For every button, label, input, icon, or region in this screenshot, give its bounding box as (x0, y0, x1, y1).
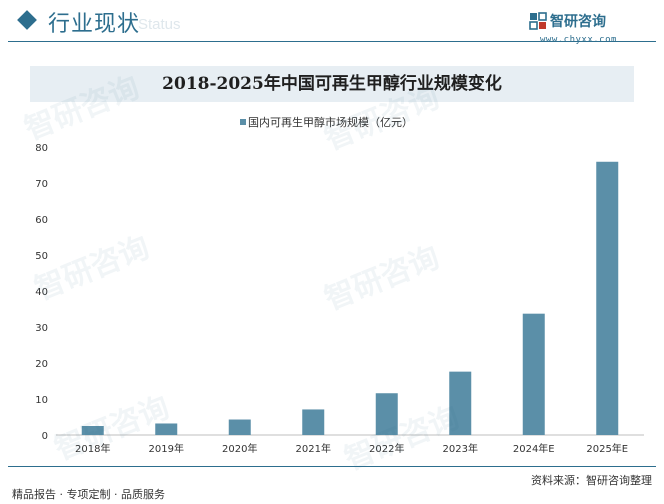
bar (228, 419, 251, 435)
footer-divider (8, 466, 656, 467)
page-header: 行业现状 Status 智研咨询 www.chyxx.com (0, 0, 664, 45)
x-tick-label: 2019年 (149, 442, 184, 455)
bar (596, 161, 619, 435)
y-tick-label: 80 (35, 143, 48, 154)
bar (302, 409, 325, 435)
footer-slogan: 精品报告 · 专项定制 · 品质服务 (12, 488, 165, 501)
y-tick-label: 50 (35, 251, 48, 262)
brand-name: 智研咨询 (550, 14, 606, 30)
chart-legend: 国内可再生甲醇市场规模（亿元） (240, 115, 413, 129)
brand-url: www.chyxx.com (540, 35, 617, 45)
bar (375, 393, 398, 435)
y-tick-label: 10 (35, 395, 48, 406)
legend-swatch (240, 119, 246, 125)
bar (522, 313, 545, 435)
y-tick-label: 20 (35, 359, 48, 370)
bar (449, 371, 472, 435)
chart-title-band: 2018-2025年中国可再生甲醇行业规模变化 (30, 66, 634, 102)
y-tick-label: 30 (35, 323, 48, 334)
y-axis: 0 10 20 30 40 50 60 70 80 (35, 143, 48, 442)
x-tick-label: 2024年E (513, 442, 555, 455)
footer-source: 资料来源：智研咨询整理 (531, 474, 652, 487)
brand-logo-icon (529, 12, 547, 30)
section-subtitle: Status (138, 16, 181, 33)
legend-label: 国内可再生甲醇市场规模（亿元） (248, 115, 413, 129)
x-tick-label: 2025年E (586, 442, 628, 455)
page-footer: 精品报告 · 专项定制 · 品质服务 资料来源：智研咨询整理 (0, 464, 664, 504)
x-axis: 2018年 2019年 2020年 2021年 2022年 2023年 2024年E 2025… (75, 442, 628, 455)
bar (81, 426, 104, 435)
header-divider (8, 41, 656, 42)
x-tick-label: 2021年 (296, 442, 331, 455)
y-tick-label: 0 (42, 431, 48, 442)
x-tick-label: 2022年 (369, 442, 404, 455)
y-tick-label: 70 (35, 179, 48, 190)
x-tick-label: 2020年 (222, 442, 257, 455)
bars (81, 161, 619, 435)
section-title: 行业现状 (48, 12, 141, 37)
y-tick-label: 60 (35, 215, 48, 226)
y-tick-label: 40 (35, 287, 48, 298)
bar (155, 423, 178, 435)
x-tick-label: 2023年 (443, 442, 478, 455)
x-tick-label: 2018年 (75, 442, 110, 455)
brand: 智研咨询 www.chyxx.com (528, 9, 648, 45)
chart-title: 2018-2025年中国可再生甲醇行业规模变化 (162, 74, 502, 94)
